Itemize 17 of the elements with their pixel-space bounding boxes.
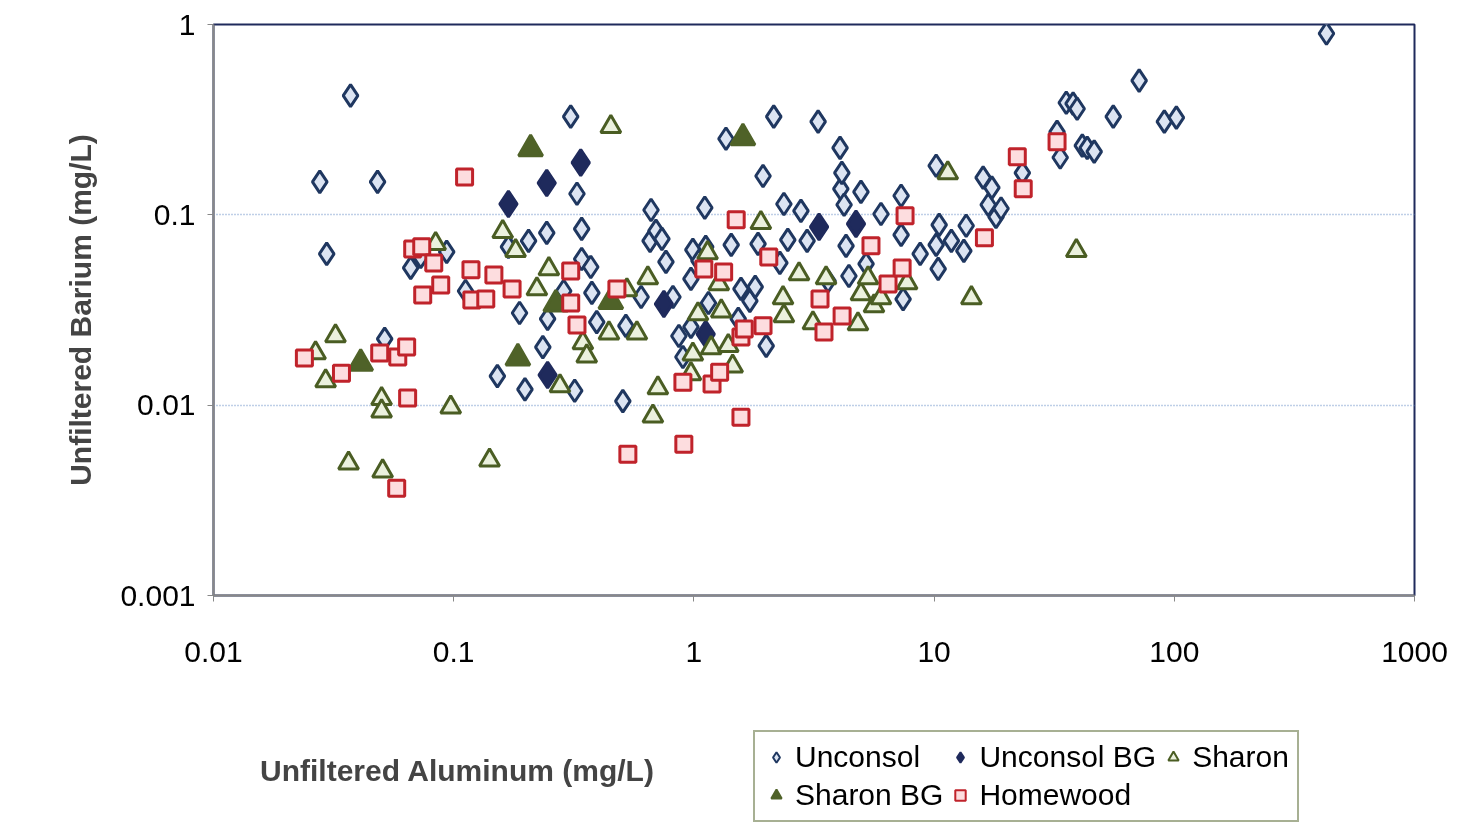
- x-tick-label: 0.1: [432, 634, 475, 668]
- x-tick-label: 10: [917, 634, 951, 668]
- x-tick-label: 1000: [1381, 634, 1448, 668]
- x-axis-title: Unfiltered Aluminum (mg/L): [260, 754, 654, 787]
- x-tick-label: 100: [1149, 634, 1200, 668]
- x-tick-label: 0.01: [184, 634, 243, 668]
- legend-label: Sharon: [1192, 740, 1289, 774]
- x-tick-label: 1: [685, 634, 703, 668]
- legend-label: Unconsol BG: [979, 740, 1157, 774]
- y-tick-label: 0.1: [153, 197, 196, 231]
- y-axis-title: Unfiltered Barium (mg/L): [64, 134, 98, 486]
- y-tick-label: 1: [178, 7, 196, 41]
- legend-label: Unconsol: [795, 740, 921, 774]
- y-tick-label: 0.001: [120, 578, 196, 612]
- legend-label: Homewood: [979, 778, 1132, 812]
- legend-label: Sharon BG: [795, 778, 944, 812]
- y-tick-label: 0.01: [137, 388, 196, 422]
